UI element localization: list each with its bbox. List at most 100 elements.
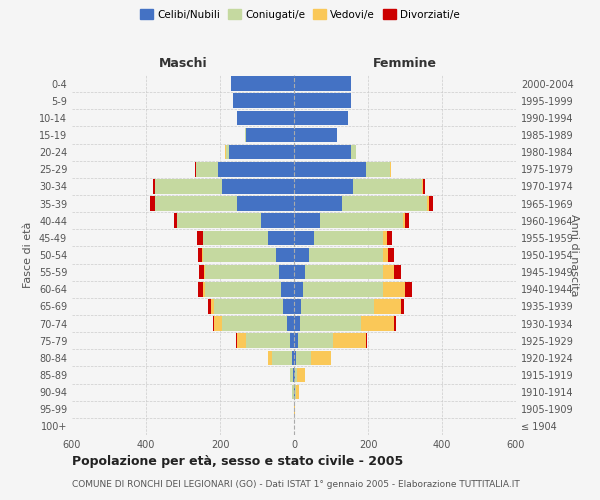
Bar [203, 282, 205, 296]
Bar [294, 76, 352, 91]
Bar [374, 299, 401, 314]
Bar [229, 145, 294, 160]
Bar [394, 316, 396, 331]
Bar [394, 265, 401, 280]
Bar [294, 248, 309, 262]
Bar [366, 334, 367, 348]
Bar [177, 214, 178, 228]
Bar [292, 350, 294, 365]
Bar [233, 94, 294, 108]
Text: Popolazione per età, sesso e stato civile - 2005: Popolazione per età, sesso e stato civil… [72, 455, 403, 468]
Bar [208, 299, 211, 314]
Bar [353, 179, 422, 194]
Bar [294, 385, 295, 400]
Bar [211, 299, 214, 314]
Bar [218, 162, 294, 176]
Bar [231, 76, 294, 91]
Bar [204, 265, 205, 280]
Bar [352, 145, 356, 160]
Bar [314, 230, 383, 245]
Bar [261, 214, 294, 228]
Bar [196, 162, 218, 176]
Bar [153, 179, 155, 194]
Bar [388, 248, 394, 262]
Bar [386, 230, 392, 245]
Bar [222, 179, 294, 194]
Bar [383, 248, 388, 262]
Bar [279, 265, 294, 280]
Bar [405, 214, 409, 228]
Bar [236, 110, 294, 125]
Bar [320, 214, 403, 228]
Bar [205, 265, 279, 280]
Bar [268, 350, 272, 365]
Bar [309, 248, 383, 262]
Bar [294, 316, 299, 331]
Bar [268, 230, 294, 245]
Bar [198, 248, 202, 262]
Bar [294, 282, 303, 296]
Bar [198, 282, 203, 296]
Bar [383, 230, 386, 245]
Bar [246, 128, 294, 142]
Bar [294, 265, 305, 280]
Bar [222, 316, 287, 331]
Bar [295, 368, 297, 382]
Bar [203, 230, 268, 245]
Bar [294, 299, 301, 314]
Bar [301, 299, 374, 314]
Bar [275, 248, 294, 262]
Bar [342, 196, 427, 211]
Bar [422, 179, 423, 194]
Bar [236, 196, 294, 211]
Bar [294, 350, 296, 365]
Bar [290, 334, 294, 348]
Bar [178, 214, 261, 228]
Bar [236, 334, 246, 348]
Text: Femmine: Femmine [373, 57, 437, 70]
Bar [405, 282, 412, 296]
Bar [150, 196, 155, 211]
Bar [383, 282, 405, 296]
Bar [296, 350, 311, 365]
Bar [296, 385, 299, 400]
Bar [294, 179, 353, 194]
Bar [294, 94, 352, 108]
Y-axis label: Anni di nascita: Anni di nascita [569, 214, 579, 296]
Bar [294, 145, 352, 160]
Bar [202, 248, 203, 262]
Bar [390, 162, 391, 176]
Bar [429, 196, 433, 211]
Bar [294, 230, 314, 245]
Bar [297, 368, 305, 382]
Bar [383, 265, 394, 280]
Bar [246, 334, 290, 348]
Bar [214, 316, 222, 331]
Bar [305, 265, 383, 280]
Bar [294, 214, 320, 228]
Bar [366, 162, 390, 176]
Bar [311, 350, 331, 365]
Bar [299, 316, 361, 331]
Bar [294, 368, 295, 382]
Bar [174, 214, 177, 228]
Bar [333, 334, 366, 348]
Bar [294, 196, 342, 211]
Bar [287, 316, 294, 331]
Bar [203, 248, 275, 262]
Bar [281, 282, 294, 296]
Text: Maschi: Maschi [158, 57, 208, 70]
Y-axis label: Fasce di età: Fasce di età [23, 222, 33, 288]
Bar [361, 316, 394, 331]
Bar [294, 110, 347, 125]
Bar [401, 299, 404, 314]
Bar [403, 214, 405, 228]
Text: COMUNE DI RONCHI DEI LEGIONARI (GO) - Dati ISTAT 1° gennaio 2005 - Elaborazione : COMUNE DI RONCHI DEI LEGIONARI (GO) - Da… [72, 480, 520, 489]
Bar [298, 334, 333, 348]
Bar [199, 265, 204, 280]
Bar [303, 282, 383, 296]
Bar [155, 179, 222, 194]
Bar [294, 162, 366, 176]
Bar [245, 128, 246, 142]
Bar [292, 385, 293, 400]
